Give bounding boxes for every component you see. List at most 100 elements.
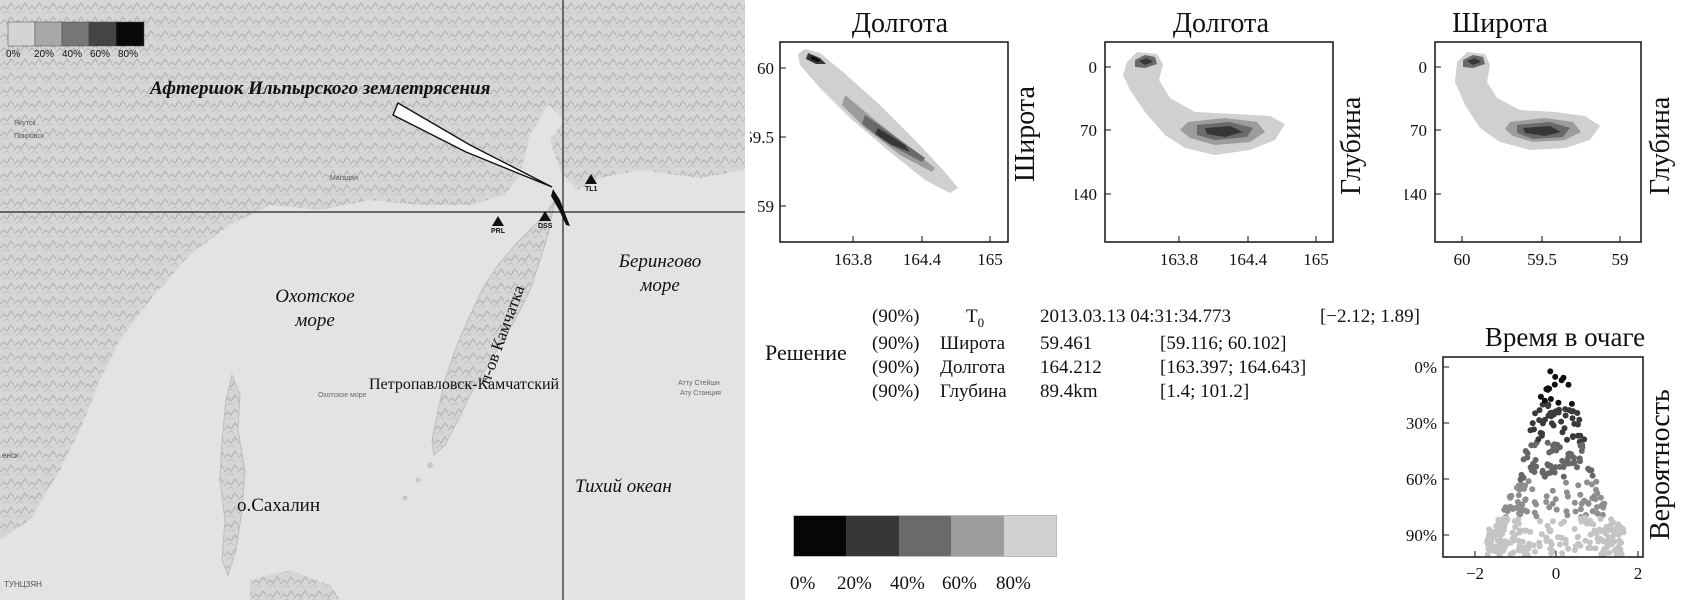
plot-londepth-xtick: 164.4	[1229, 250, 1268, 269]
time-point	[1515, 515, 1522, 522]
time-point	[1527, 528, 1534, 535]
time-point	[1571, 454, 1577, 461]
time-point	[1606, 549, 1613, 556]
time-point	[1556, 406, 1562, 413]
plot-latdepth-yticks: 0 70 140	[1405, 58, 1441, 204]
colorbar-swatch	[846, 516, 899, 556]
time-point	[1519, 538, 1526, 545]
time-point	[1562, 540, 1569, 547]
time-point	[1593, 504, 1600, 511]
plot-londepth-xticks: 163.8 164.4 165	[1160, 236, 1329, 269]
plot-time-ytick: 0%	[1414, 358, 1437, 377]
time-point	[1574, 464, 1580, 471]
time-point	[1574, 534, 1581, 541]
okhotsk-small-label: Охотское море	[318, 392, 367, 399]
solution-param: Долгота	[940, 357, 1006, 378]
plot-lonlat-frame	[779, 41, 1009, 243]
time-point	[1512, 524, 1519, 531]
time-point	[1487, 530, 1494, 537]
solution-conf: (90%)	[872, 381, 920, 402]
map-legend-tick: 60%	[90, 49, 111, 60]
time-point	[1548, 420, 1555, 427]
time-point	[1554, 534, 1561, 541]
time-point	[1549, 500, 1556, 507]
time-point	[1563, 508, 1570, 515]
map-panel: 0% 20% 40% 60% 80% Афтершок Ильпырского …	[0, 0, 745, 600]
plot-londepth-ytick: 140	[1075, 185, 1097, 204]
time-point	[1577, 506, 1584, 513]
time-point	[1589, 472, 1596, 479]
plot-lonlat-xtick: 164.4	[903, 250, 942, 269]
solution-value: 2013.03.13 04:31:34.773	[1040, 306, 1232, 327]
solution-conf: (90%)	[872, 333, 920, 354]
solution-value: 59.461	[1040, 333, 1093, 354]
plot-lonlat-title: Долгота	[851, 8, 949, 39]
plot-time-xtick: 0	[1552, 564, 1561, 583]
time-point	[1538, 531, 1545, 538]
time-point	[1582, 537, 1589, 544]
map-legend-tick: 40%	[62, 49, 83, 60]
station-tl1-label: TL1	[585, 186, 598, 193]
time-point	[1605, 534, 1612, 541]
time-point	[1610, 519, 1617, 526]
colorbar-tick: 0%	[790, 573, 816, 594]
time-point	[1510, 549, 1517, 556]
map-arrow	[392, 101, 553, 188]
map-legend	[7, 21, 145, 47]
time-point	[1517, 527, 1524, 534]
time-point	[1565, 381, 1572, 388]
time-point	[1581, 497, 1588, 504]
time-point	[1541, 472, 1548, 479]
plot-londepth-yticks: 0 70 140	[1075, 58, 1111, 204]
time-point	[1500, 521, 1507, 528]
time-point	[1562, 406, 1569, 413]
time-point	[1559, 550, 1566, 557]
time-point	[1515, 520, 1522, 527]
time-point	[1501, 506, 1508, 513]
plot-latdepth-ylabel: Глубина	[1645, 96, 1676, 195]
time-point	[1531, 509, 1538, 516]
time-point	[1515, 492, 1522, 499]
solution-value: 89.4km	[1040, 381, 1098, 402]
time-point	[1600, 501, 1606, 508]
plot-londepth-density	[1123, 52, 1285, 155]
time-point	[1543, 493, 1550, 500]
time-point	[1576, 416, 1583, 423]
time-point	[1517, 476, 1524, 483]
time-point	[1521, 550, 1528, 557]
time-point	[1547, 527, 1554, 534]
time-point	[1552, 373, 1559, 380]
time-point	[1536, 517, 1543, 524]
map-legend-tick: 0%	[6, 49, 21, 60]
time-point	[1585, 545, 1592, 551]
solution-param: Глубина	[940, 381, 1007, 402]
time-point	[1586, 539, 1593, 546]
plot-latdepth-xtick: 59.5	[1527, 250, 1557, 269]
time-point	[1550, 548, 1556, 555]
plot-lonlat-xtick: 165	[977, 250, 1003, 269]
time-point	[1543, 499, 1550, 505]
time-point	[1590, 529, 1597, 536]
time-point	[1571, 459, 1578, 466]
sea-pacific-label: Тихий океан	[575, 476, 672, 497]
plot-time-frame	[1442, 356, 1644, 558]
sea-okhotsk-line2: море	[295, 310, 335, 331]
solution-interval: [1.4; 101.2]	[1160, 381, 1250, 402]
time-point	[1574, 410, 1581, 416]
time-point	[1556, 541, 1563, 548]
solution-param: T0	[966, 306, 984, 331]
time-point	[1529, 420, 1536, 427]
station-tl1-icon	[585, 174, 597, 184]
solution-param-sub: 0	[977, 314, 985, 330]
colorbar-swatch	[951, 516, 1004, 556]
time-point	[1524, 454, 1531, 461]
plot-londepth-ytick: 0	[1089, 58, 1098, 77]
plot-lonlat: 163.8 164.4 165 60 59.5 59	[750, 41, 1009, 269]
time-point	[1595, 536, 1602, 542]
plot-lonlat-density	[798, 49, 958, 193]
plot-time-xtick: −2	[1466, 564, 1484, 583]
time-point	[1497, 525, 1504, 532]
time-point	[1547, 368, 1554, 375]
plot-lonlat-ylabel: Широта	[1010, 86, 1041, 182]
plot-londepth-xtick: 165	[1303, 250, 1329, 269]
